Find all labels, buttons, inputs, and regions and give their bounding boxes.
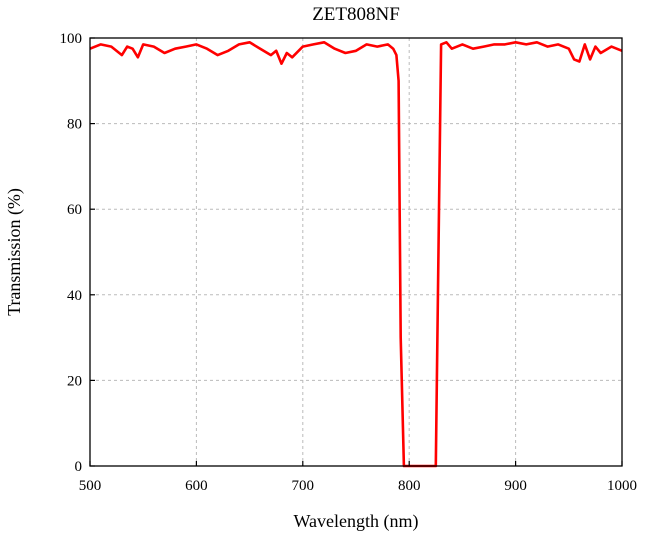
x-tick-label: 900 xyxy=(504,478,527,494)
x-tick-label: 1000 xyxy=(607,478,637,494)
x-axis-label: Wavelength (nm) xyxy=(293,511,418,532)
transmission-line xyxy=(89,40,623,468)
y-tick-label: 0 xyxy=(75,459,83,475)
x-tick-label: 800 xyxy=(398,478,421,494)
grid xyxy=(90,38,622,466)
y-axis-label: Transmission (%) xyxy=(4,188,25,316)
chart-title: ZET808NF xyxy=(312,4,400,25)
plot-frame xyxy=(89,37,623,467)
x-tick-label: 700 xyxy=(292,478,315,494)
x-tick-label: 500 xyxy=(79,478,102,494)
y-tick-labels: 0 20 40 60 80 100 xyxy=(60,31,83,475)
ticks xyxy=(89,37,623,467)
y-tick-label: 60 xyxy=(67,202,82,218)
y-tick-label: 40 xyxy=(67,288,82,304)
y-tick-label: 20 xyxy=(67,373,82,389)
y-tick-label: 80 xyxy=(67,117,82,133)
x-tick-labels: 500 600 700 800 900 1000 xyxy=(79,478,637,494)
y-tick-label: 100 xyxy=(60,31,83,47)
x-tick-label: 600 xyxy=(185,478,208,494)
series-layer xyxy=(89,40,623,468)
